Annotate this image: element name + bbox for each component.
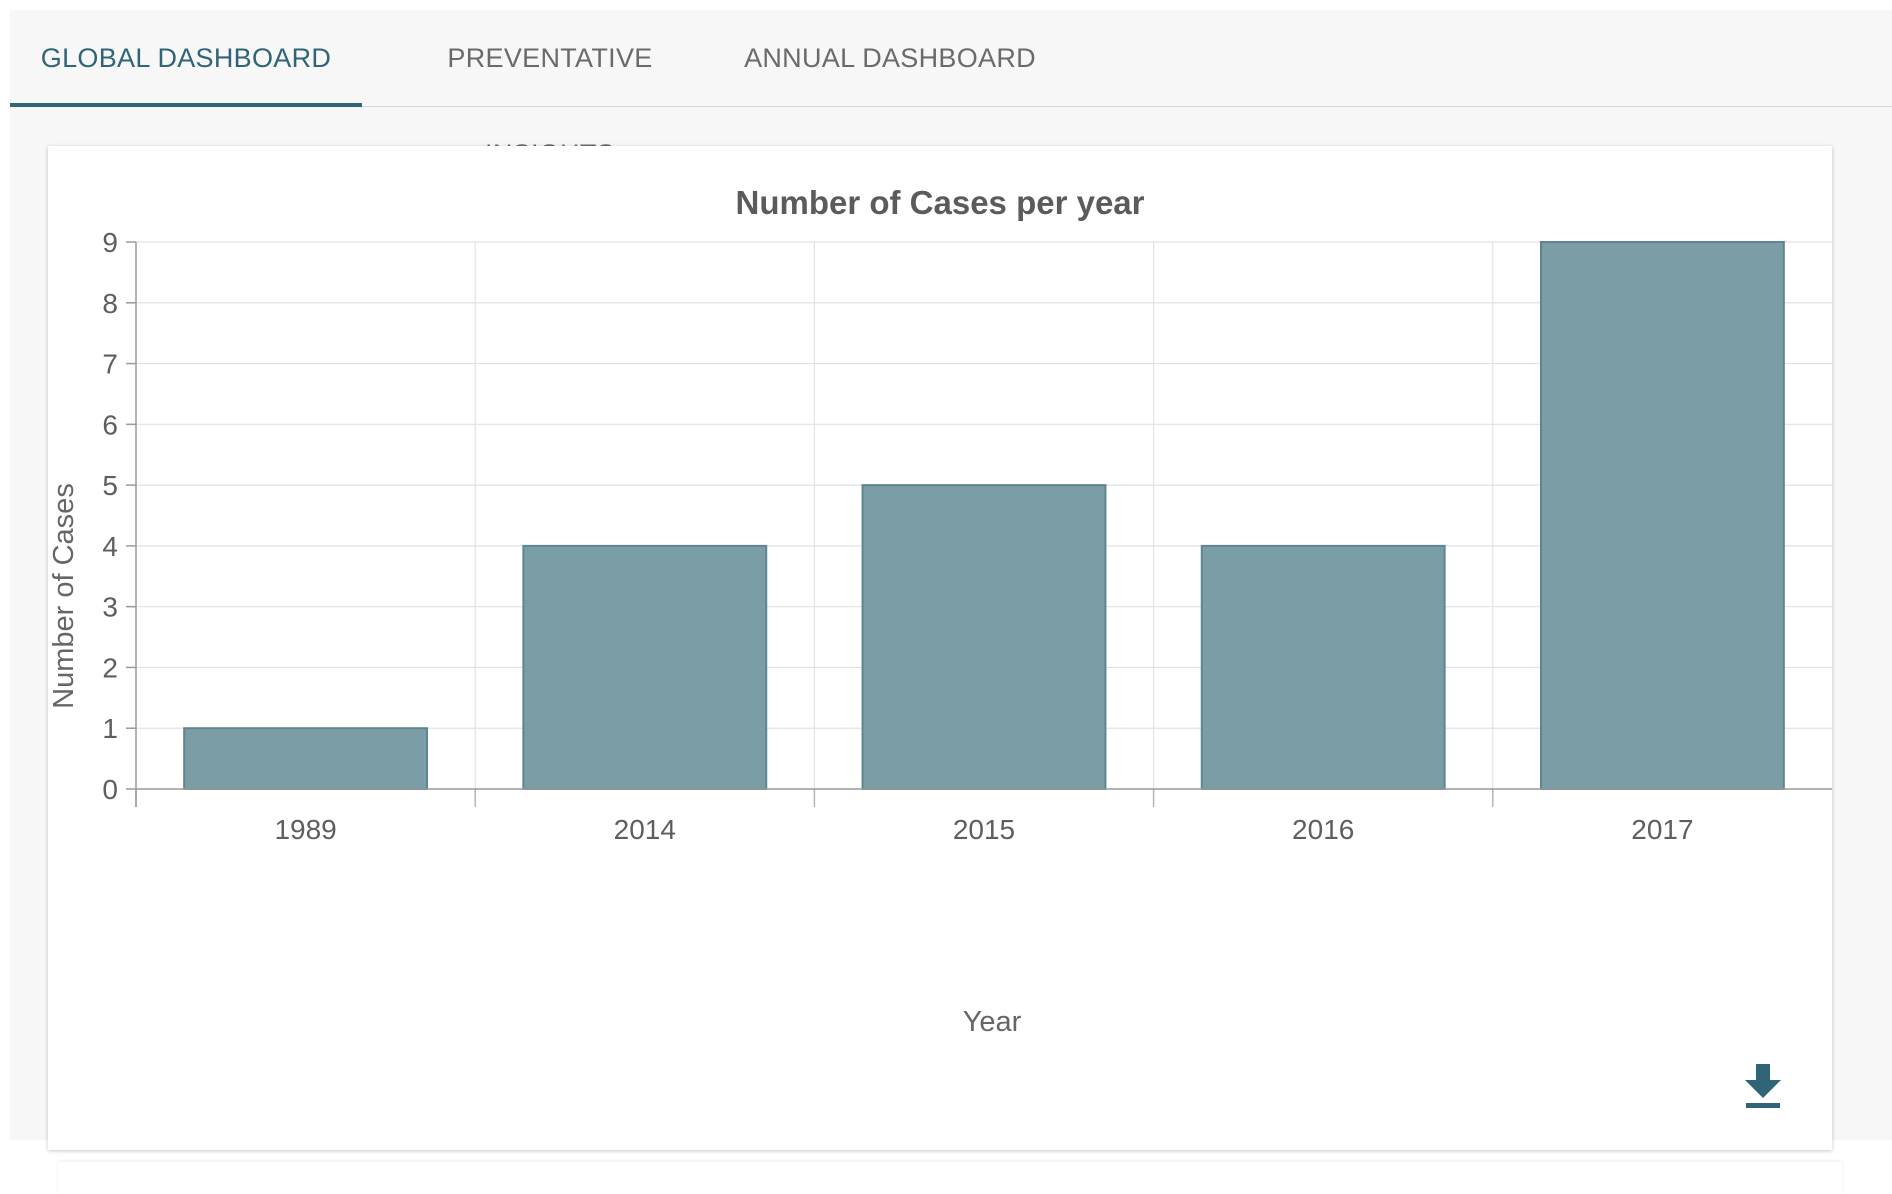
tab-annual-dashboard[interactable]: ANNUAL DASHBOARD bbox=[744, 43, 1036, 73]
y-tick-label: 5 bbox=[102, 470, 118, 501]
bar-2015[interactable] bbox=[861, 484, 1107, 790]
bar-2014[interactable] bbox=[522, 544, 768, 790]
bar-1989[interactable] bbox=[183, 727, 429, 791]
y-tick-label: 7 bbox=[102, 349, 118, 380]
y-tick-label: 4 bbox=[102, 531, 118, 562]
dashboard-tabs: GLOBAL DASHBOARD PREVENTATIVE INSIGHTS A… bbox=[10, 10, 1892, 169]
bar-2016[interactable] bbox=[1200, 544, 1446, 790]
download-icon bbox=[1745, 1064, 1781, 1108]
chart-bars bbox=[183, 241, 1785, 791]
x-tick-label: 2015 bbox=[953, 814, 1015, 845]
y-tick-label: 1 bbox=[102, 713, 118, 744]
y-tick-label: 3 bbox=[102, 592, 118, 623]
x-tick-label: 1989 bbox=[274, 814, 336, 845]
x-axis-label: Year bbox=[963, 1006, 1022, 1038]
tab-global-dashboard[interactable]: GLOBAL DASHBOARD bbox=[40, 43, 332, 73]
download-chart-button[interactable] bbox=[1736, 1056, 1792, 1112]
bar-2017[interactable] bbox=[1539, 241, 1785, 790]
tab-preventative-insights[interactable]: PREVENTATIVE INSIGHTS bbox=[447, 43, 653, 169]
y-axis-label: Number of Cases bbox=[48, 483, 80, 709]
y-tick-label: 8 bbox=[102, 288, 118, 319]
y-tick-label: 0 bbox=[102, 774, 118, 805]
chart-card: 0 1 2 3 4 5 6 7 8 9 1989 2014 2015 2016 2017 Number of… bbox=[48, 146, 1832, 1150]
y-tick-label: 2 bbox=[102, 652, 118, 683]
x-tick-label: 2016 bbox=[1292, 814, 1354, 845]
next-card-edge bbox=[58, 1162, 1842, 1194]
x-tick-label: 2014 bbox=[614, 814, 676, 845]
chart-title: Number of Cases per year bbox=[735, 184, 1144, 221]
chart-axes: 0 1 2 3 4 5 6 7 8 9 1989 2014 2015 2016 2017 bbox=[102, 227, 1832, 845]
x-tick-label: 2017 bbox=[1631, 814, 1693, 845]
active-tab-indicator bbox=[10, 103, 362, 107]
y-tick-label: 9 bbox=[102, 227, 118, 258]
bar-chart: 0 1 2 3 4 5 6 7 8 9 1989 2014 2015 2016 2017 Number of… bbox=[48, 184, 1832, 1038]
y-tick-label: 6 bbox=[102, 409, 118, 440]
